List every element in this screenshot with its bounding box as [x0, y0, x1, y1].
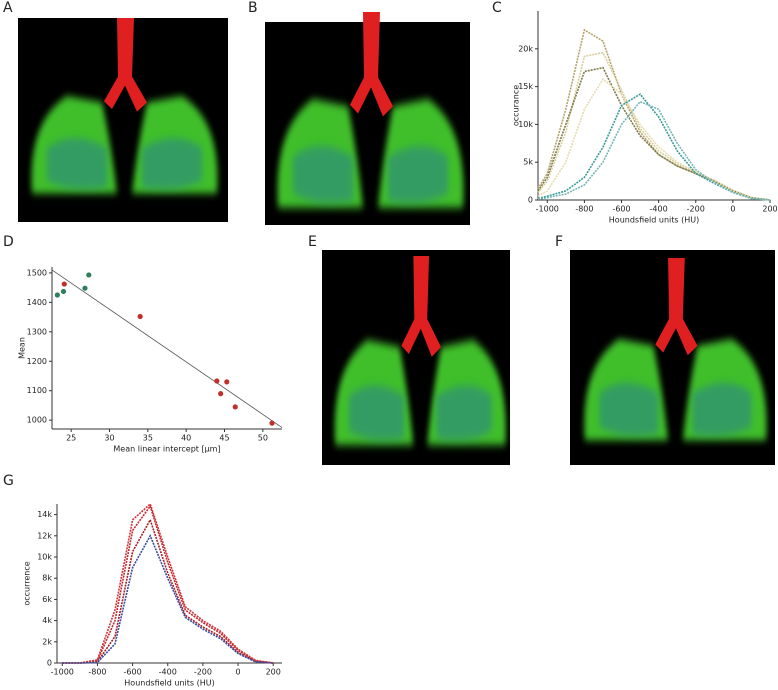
y-tick-label: 2k [42, 637, 52, 646]
panel-label: E [308, 234, 317, 250]
x-tick-label: 40 [181, 434, 191, 443]
x-axis-label: Mean linear intercept [µm] [113, 445, 220, 454]
x-tick-label: -800 [575, 205, 593, 214]
series-line [537, 100, 771, 201]
y-tick-label: 1300 [27, 327, 47, 336]
x-tick-label: -600 [612, 205, 630, 214]
series-line [537, 66, 771, 201]
series-line [537, 93, 771, 201]
y-axis-label: occurrence [23, 561, 32, 605]
point [60, 288, 67, 295]
series-line [62, 502, 274, 664]
x-tick-label: -1000 [51, 668, 74, 677]
x-tick-label: 0 [236, 668, 241, 677]
panel-label: F [555, 234, 563, 250]
panel-label: D [3, 234, 14, 250]
y-tick-label: 1400 [27, 298, 47, 307]
y-tick-label: 10k [37, 553, 52, 562]
y-tick-label: 1000 [27, 416, 47, 425]
y-tick-label: 12k [37, 531, 52, 540]
x-tick-label: 30 [104, 434, 114, 443]
series-line [62, 517, 274, 664]
y-tick-label: 4k [42, 616, 52, 625]
x-tick-label: 45 [219, 434, 229, 443]
point [269, 420, 275, 426]
x-tick-label: 35 [143, 434, 153, 443]
x-tick-label: 25 [66, 434, 76, 443]
panel-b-image [265, 12, 470, 225]
point [224, 379, 230, 385]
series-line [537, 77, 771, 201]
panel-e-image [322, 250, 510, 465]
y-axis-label: Mean [18, 337, 27, 359]
y-tick-label: 20k [518, 44, 533, 53]
series-line [62, 504, 274, 664]
y-tick-label: 8k [42, 574, 52, 583]
y-tick-label: 14k [37, 510, 52, 519]
x-tick-label: 200 [762, 205, 777, 214]
y-tick-label: 6k [42, 595, 52, 604]
panel-label: B [248, 0, 258, 16]
panel-label: G [3, 473, 14, 489]
trend-line [51, 269, 283, 428]
y-tick-label: 1200 [27, 357, 47, 366]
y-tick-label: 10k [518, 120, 533, 129]
point [232, 404, 238, 410]
series-line [537, 51, 771, 201]
point [86, 272, 92, 278]
x-tick-label: -800 [88, 668, 106, 677]
panel-a-image [18, 18, 228, 222]
x-tick-label: -400 [159, 668, 177, 677]
x-tick-label: -1000 [536, 205, 559, 214]
x-tick-label: 50 [258, 434, 268, 443]
x-axis-label: Houndsfield units (HU) [609, 216, 699, 225]
series-line [62, 533, 274, 664]
panel-f-image [570, 250, 775, 465]
y-axis-label: occurance [512, 85, 521, 126]
x-axis-label: Houndsfield units (HU) [124, 679, 214, 688]
point [218, 391, 224, 397]
panel-label: C [492, 0, 502, 16]
x-tick-label: -400 [650, 205, 668, 214]
y-tick-label: 0 [47, 659, 52, 668]
point [61, 281, 67, 287]
x-tick-label: 200 [266, 668, 281, 677]
point [54, 292, 60, 298]
y-tick-label: 1500 [27, 268, 47, 277]
y-tick-label: 1100 [27, 386, 47, 395]
y-tick-label: 5k [523, 158, 533, 167]
x-tick-label: -200 [194, 668, 212, 677]
point [82, 285, 88, 291]
point [137, 313, 143, 320]
series-line [537, 28, 771, 201]
y-tick-label: 15k [518, 82, 533, 91]
x-tick-label: 0 [730, 205, 735, 214]
y-tick-label: 0 [528, 196, 533, 205]
x-tick-label: -200 [687, 205, 705, 214]
x-tick-label: -600 [124, 668, 142, 677]
panel-label: A [3, 0, 13, 16]
point [214, 378, 220, 384]
